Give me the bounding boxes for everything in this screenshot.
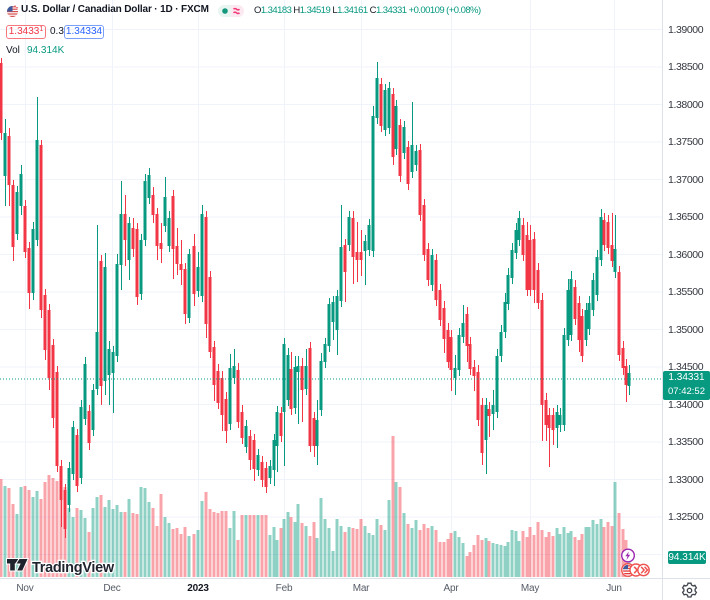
svg-text:TradingView: TradingView <box>32 560 115 576</box>
